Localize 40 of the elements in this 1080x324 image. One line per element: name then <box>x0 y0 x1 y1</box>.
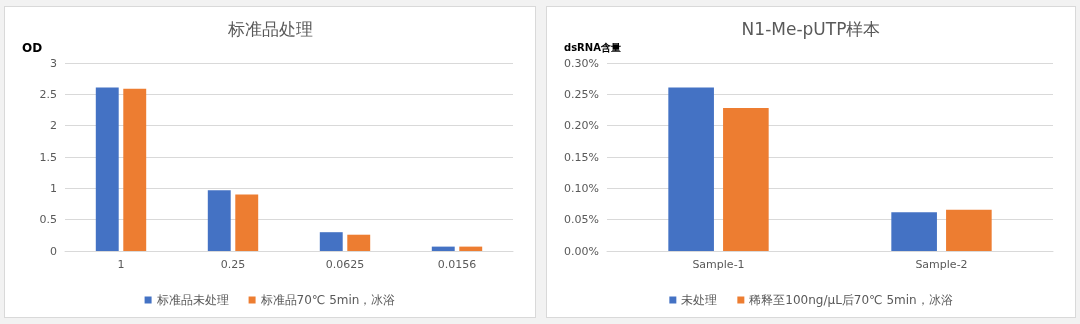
y-tick-label: 0 <box>50 244 57 258</box>
x-tick-label: Sample-2 <box>915 258 968 271</box>
y-tick-label: 0.30% <box>564 56 599 70</box>
chart-title: N1-Me-pUTP样本 <box>741 18 881 39</box>
bar <box>891 212 937 251</box>
y-tick-label: 0.5 <box>39 213 57 227</box>
x-tick-label: 0.0156 <box>437 258 477 271</box>
bar <box>431 246 455 251</box>
bar <box>946 209 992 251</box>
bar <box>723 108 769 251</box>
bar <box>668 87 714 251</box>
bar <box>95 87 119 251</box>
legend-label: 标准品未处理 <box>155 293 229 307</box>
x-tick-label: 0.25 <box>220 258 246 271</box>
y-axis-title: OD <box>22 41 43 55</box>
y-tick-label: 0.20% <box>564 119 599 133</box>
y-tick-label: 0.10% <box>564 181 599 195</box>
bar <box>207 190 231 251</box>
x-tick-label: Sample-1 <box>692 258 745 271</box>
bar <box>319 232 343 251</box>
chart-title: 标准品处理 <box>226 18 313 39</box>
y-tick-label: 1 <box>50 181 57 195</box>
y-tick-label: 0.00% <box>564 244 599 258</box>
x-tick-label: 1 <box>117 258 125 271</box>
y-tick-label: 0.25% <box>564 87 599 101</box>
bar <box>347 234 371 251</box>
y-tick-label: 0.15% <box>564 150 599 164</box>
y-axis-title: dsRNA含量 <box>564 41 621 53</box>
y-tick-label: 0.05% <box>564 213 599 227</box>
bar <box>123 88 147 251</box>
y-tick-label: 1.5 <box>39 150 57 164</box>
legend-label: 未处理 <box>681 293 718 307</box>
bar <box>459 246 483 251</box>
y-tick-label: 3 <box>50 56 57 70</box>
y-tick-label: 2.5 <box>39 87 57 101</box>
x-tick-label: 0.0625 <box>325 258 365 271</box>
legend-label: 标准品70℃ 5min，冰浴 <box>259 293 396 307</box>
legend-label: 稀释至100ng/μL后70℃ 5min，冰浴 <box>749 293 953 307</box>
y-tick-label: 2 <box>50 119 57 133</box>
bar <box>235 194 259 251</box>
